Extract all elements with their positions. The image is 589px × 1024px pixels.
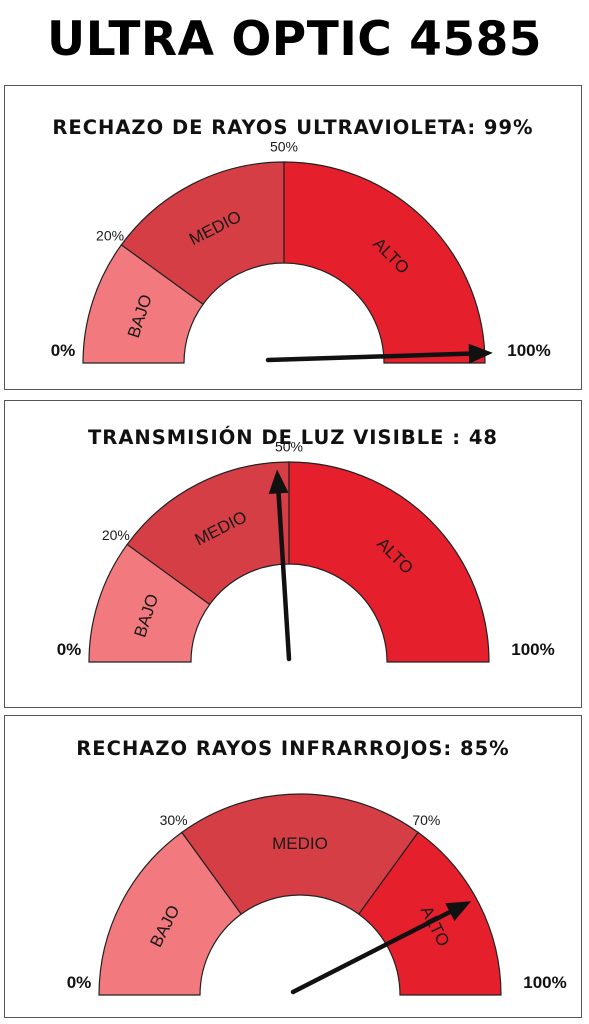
band-medio (120, 161, 285, 306)
band-label-medio: MEDIO (272, 834, 328, 853)
gauge-title: TRANSMISIÓN DE LUZ VISIBLE : 48 (88, 426, 498, 449)
needle-shaft (290, 908, 456, 995)
threshold-label: 30% (160, 812, 188, 828)
threshold-label: 50% (275, 439, 303, 455)
page-title: ULTRA OPTIC 4585 (47, 12, 542, 67)
band-bajo (98, 831, 243, 996)
gauge-panel-uv: RECHAZO DE RAYOS ULTRAVIOLETA: 99% BAJO M… (4, 85, 582, 390)
min-label: 0% (51, 341, 76, 360)
needle-shaft (265, 351, 476, 363)
gauge-title: RECHAZO DE RAYOS ULTRAVIOLETA: 99% (52, 116, 534, 139)
needle-head (268, 469, 289, 494)
gauge-panel-infrared: RECHAZO RAYOS INFRARROJOS: 85% BAJO MEDIO… (4, 715, 582, 1018)
band-alto (357, 831, 502, 996)
threshold-label: 50% (270, 139, 298, 155)
min-label: 0% (67, 973, 92, 992)
threshold-label: 70% (412, 812, 440, 828)
needle-head (468, 343, 493, 364)
threshold-label: 20% (102, 527, 130, 543)
threshold-label: 20% (96, 227, 124, 243)
max-label: 100% (523, 973, 566, 992)
max-label: 100% (507, 341, 550, 360)
needle-shaft (276, 487, 292, 662)
gauge-panel-visible-light: TRANSMISIÓN DE LUZ VISIBLE : 48 BAJO MEDI… (4, 400, 582, 708)
band-medio (181, 793, 419, 915)
needle-head (445, 901, 472, 922)
max-label: 100% (511, 640, 554, 659)
band-alto (288, 461, 490, 663)
band-alto (283, 161, 486, 364)
min-label: 0% (57, 640, 82, 659)
gauge-title: RECHAZO RAYOS INFRARROJOS: 85% (76, 737, 510, 760)
